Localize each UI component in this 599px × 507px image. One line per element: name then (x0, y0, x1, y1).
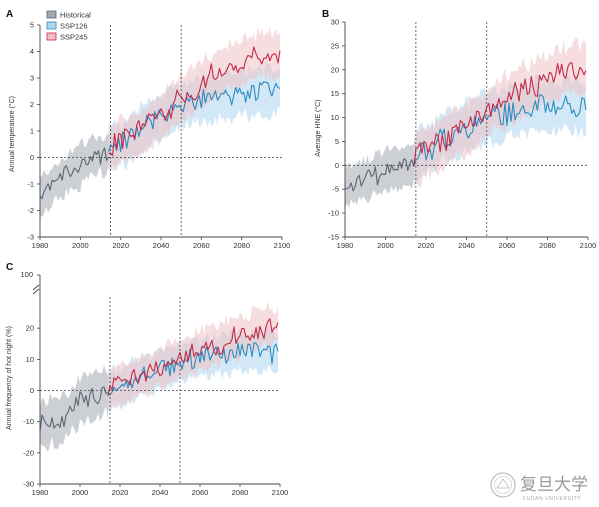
panel-a-ytick-label-3: 3 (30, 74, 34, 83)
panel-c-break-tick-label: 100 (20, 270, 33, 279)
panel-b-ytick-label--10: -10 (328, 209, 339, 218)
panel-b-series-ssp126 (413, 94, 587, 166)
panel-c-xtick-label-2060: 2060 (192, 488, 209, 497)
legend-swatch-ssp245 (46, 32, 57, 41)
panel-c-lines (39, 318, 279, 432)
legend-label-historical: Historical (60, 11, 91, 20)
panel-a-bands (40, 25, 280, 217)
panel-b-reference-lines (345, 22, 588, 237)
panel-c-series-historical (39, 386, 109, 432)
panel-a-xtick-label-2060: 2060 (193, 241, 210, 250)
legend-label-ssp126: SSP126 (60, 22, 88, 31)
panel-c-ytick-label--30: -30 (23, 480, 34, 489)
panel-a-ytick-label--1: -1 (27, 180, 34, 189)
panel-a-xtick-label-1980: 1980 (32, 241, 49, 250)
axis-break-mark-2 (32, 288, 40, 295)
panel-c-xtick-label-1980: 1980 (32, 488, 49, 497)
panel-b-xtick-label-2000: 2000 (377, 241, 394, 250)
panel-a-ytick-label-2: 2 (30, 100, 34, 109)
axis-break-mark-1 (32, 284, 40, 291)
panel-b-xtick-label-1980: 1980 (337, 241, 354, 250)
panel-c-xtick-label-2080: 2080 (232, 488, 249, 497)
panel-c-xtick-label-2020: 2020 (112, 488, 129, 497)
panel-c-ytick-label-0: 0 (30, 386, 34, 395)
panel-a-ytick-label-5: 5 (30, 21, 34, 30)
legend: Historical SSP126 SSP245 (46, 10, 91, 42)
legend-label-ssp245: SSP245 (60, 33, 88, 42)
panel-b-xtick-label-2080: 2080 (539, 241, 556, 250)
panel-b-xtick-label-2060: 2060 (499, 241, 516, 250)
panel-c-axis-break: 100 (20, 270, 40, 295)
panel-a-xtick-label-2020: 2020 (112, 241, 129, 250)
panel-a-ytick-label-1: 1 (30, 127, 34, 136)
panel-c-ticks: 1980 2000 2020 2040 2060 2080 2100 -30 -20 -10 0 10… (23, 274, 289, 497)
panel-b-bands (345, 37, 586, 208)
panel-a-temperature: A Annual temperature (°C) 1980 2000 2020 20… (6, 9, 290, 250)
panel-a-reference-lines (40, 25, 282, 237)
panel-b-hne: B Average HNE (°C) 1980 2000 2020 2040 2060 2… (314, 9, 596, 250)
panel-a-lines (39, 46, 281, 200)
panel-a-xtick-label-2000: 2000 (72, 241, 89, 250)
panel-a-series-historical (39, 147, 110, 200)
panel-a-xtick-label-2040: 2040 (153, 241, 170, 250)
panel-b-xtick-label-2040: 2040 (458, 241, 475, 250)
panel-c-reference-lines (40, 297, 280, 484)
panel-a-ticks: 1980 2000 2020 2040 2060 2080 2100 -3 -2 -1 0 1 2 3 4 5 (27, 21, 290, 251)
panel-b-ytick-label-0: 0 (335, 161, 339, 170)
panel-b-ytick-label--15: -15 (328, 233, 339, 242)
panel-c-series-ssp245 (107, 318, 279, 397)
legend-swatch-ssp126 (46, 21, 57, 30)
panel-a-xtick-label-2080: 2080 (233, 241, 250, 250)
panel-b-ytick-label-25: 25 (331, 41, 339, 50)
panel-b-ytick-label-20: 20 (331, 65, 339, 74)
university-watermark: 复旦大学 FUDAN UNIVERSITY (490, 472, 588, 502)
panel-b-series-ssp245 (413, 62, 587, 167)
panel-b-letter: B (322, 9, 329, 20)
panel-c-ytick-label--20: -20 (23, 448, 34, 457)
panel-c-series-ssp126 (107, 342, 279, 396)
panel-a-series-ssp245 (108, 46, 281, 157)
panel-b-ytick-label--5: -5 (332, 185, 339, 194)
panel-b-xtick-label-2100: 2100 (580, 241, 597, 250)
panel-a-ytick-label-4: 4 (30, 47, 34, 56)
panel-a-ylabel: Annual temperature (°C) (8, 96, 16, 172)
panel-a-series-ssp126 (108, 81, 281, 153)
university-seal-icon (490, 472, 516, 498)
panel-b-ticks: 1980 2000 2020 2040 2060 2080 2100 -15 -10 -5 0 5 10… (328, 18, 596, 251)
panel-a-xtick-label-2100: 2100 (274, 241, 291, 250)
panel-c-ytick-label-20: 20 (26, 324, 34, 333)
panel-b-ytick-label-10: 10 (331, 113, 339, 122)
panel-c-bands (40, 301, 278, 452)
panel-b-xtick-label-2020: 2020 (418, 241, 435, 250)
panel-c-hot-night: C Annual frequency of hot night (%) 1980… (6, 262, 288, 497)
panel-c-xtick-label-2000: 2000 (72, 488, 89, 497)
panel-a-band-historical (40, 133, 109, 217)
panel-c-ytick-label--10: -10 (23, 417, 34, 426)
panel-c-band-ssp245 (108, 301, 278, 410)
panel-a-ytick-label--2: -2 (27, 206, 34, 215)
panel-b-ytick-label-30: 30 (331, 18, 339, 27)
panel-a-ytick-label--3: -3 (27, 233, 34, 242)
watermark-subtitle: FUDAN UNIVERSITY (523, 496, 581, 502)
panel-c-ytick-label-10: 10 (26, 355, 34, 364)
panel-c-xtick-label-2040: 2040 (152, 488, 169, 497)
panel-b-band-historical (345, 143, 414, 208)
legend-swatch-historical (46, 10, 57, 19)
panel-a-letter: A (6, 9, 13, 20)
panel-a-band-ssp245 (108, 25, 280, 172)
panel-a-ytick-label-0: 0 (30, 153, 34, 162)
panel-b-ytick-label-5: 5 (335, 137, 339, 146)
watermark-title: 复旦大学 (520, 475, 588, 495)
panel-c-xtick-label-2100: 2100 (272, 488, 289, 497)
panel-b-ytick-label-15: 15 (331, 89, 339, 98)
panel-c-letter: C (6, 262, 13, 273)
panel-c-ylabel: Annual frequency of hot night (%) (6, 326, 13, 430)
panel-b-ylabel: Average HNE (°C) (314, 99, 322, 156)
